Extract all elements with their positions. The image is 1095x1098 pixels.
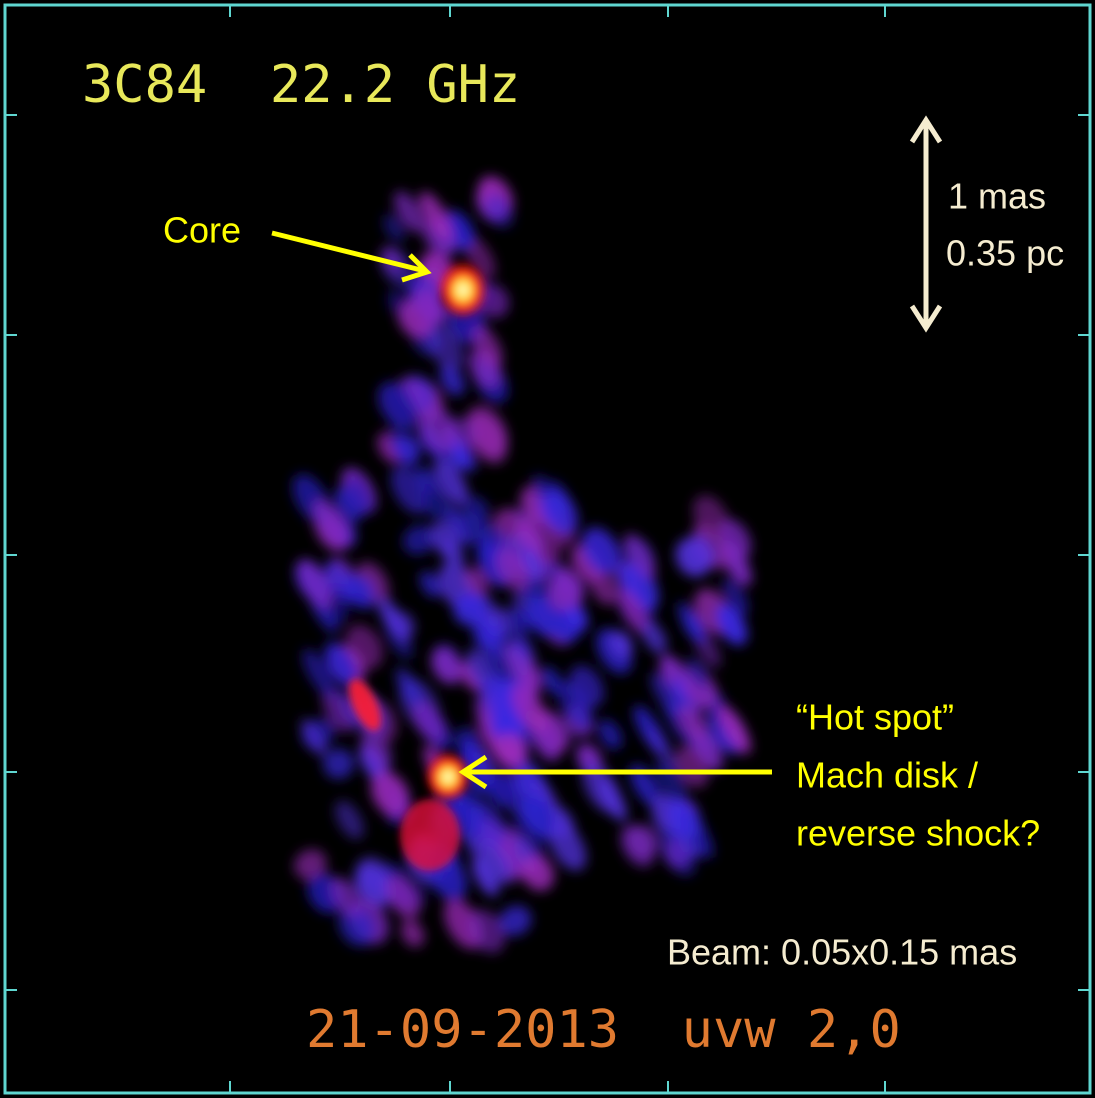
hot-spot-label: “Hot spot” [796,697,954,738]
page: 3C84 22.2 GHz 21-09-2013 uvw 2,0 Core 1 … [0,0,1095,1098]
caption: 21-09-2013 uvw 2,0 [306,1000,901,1060]
title: 3C84 22.2 GHz [82,55,520,115]
radio-image: 3C84 22.2 GHz 21-09-2013 uvw 2,0 Core 1 … [0,0,1095,1098]
red-region [400,799,460,871]
core-spot [437,260,489,320]
core-label: Core [163,210,241,251]
hot-spot-label: reverse shock? [796,813,1040,854]
beam-label: Beam: 0.05x0.15 mas [667,932,1017,973]
scale-label: 0.35 pc [946,233,1064,274]
hot-spot-label: Mach disk / [796,755,978,796]
hot-spot [424,751,472,803]
scale-label: 1 mas [948,176,1046,217]
